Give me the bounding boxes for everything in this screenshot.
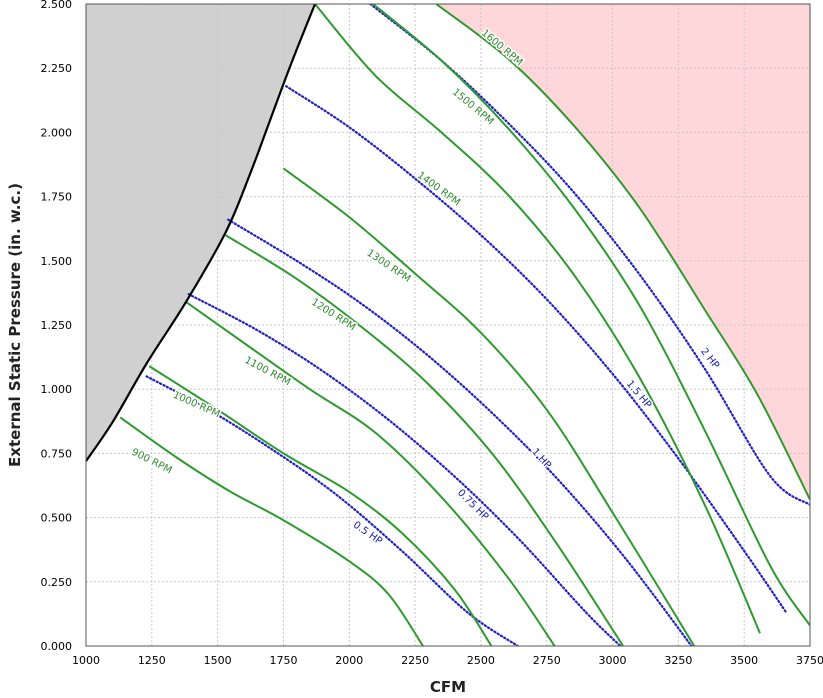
x-tick-label: 1000 <box>72 654 100 667</box>
y-tick-label: 1.500 <box>41 255 73 268</box>
y-tick-label: 0.500 <box>41 512 73 525</box>
stall-region <box>86 4 315 461</box>
hp-curve-label: 0.5 HP <box>351 520 384 548</box>
x-tick-label: 2750 <box>533 654 561 667</box>
hp-line-0-75-hp <box>189 294 621 646</box>
x-tick-label: 3000 <box>599 654 627 667</box>
x-axis-title: CFM <box>430 678 466 696</box>
x-tick-label: 1250 <box>138 654 166 667</box>
hp-line-0-5-hp <box>147 376 518 646</box>
rpm-curve-label: 1300 RPM <box>365 248 413 285</box>
x-tick-label: 3250 <box>664 654 692 667</box>
hp-curve-label: 1 HP <box>529 447 553 472</box>
rpm-curve-label: 1200 RPM <box>309 297 357 334</box>
y-tick-label: 1.750 <box>41 191 73 204</box>
hp-curve-label: 2 HP <box>698 346 721 371</box>
x-tick-label: 3500 <box>730 654 758 667</box>
y-tick-label: 2.250 <box>41 62 73 75</box>
y-tick-label: 0.250 <box>41 576 73 589</box>
x-tick-label: 2250 <box>401 654 429 667</box>
y-tick-labels: 0.000 0.250 0.500 0.750 1.000 1.250 1.500 1.750… <box>41 0 73 653</box>
x-tick-label: 2000 <box>335 654 363 667</box>
x-tick-label: 1750 <box>269 654 297 667</box>
rpm-curve-label: 1400 RPM <box>415 170 462 208</box>
y-tick-label: 1.250 <box>41 319 73 332</box>
rpm-line-1300-rpm <box>284 168 695 646</box>
rpm-line-1200-rpm <box>226 235 624 646</box>
y-tick-label: 0.000 <box>41 640 73 653</box>
y-axis-title: External Static Pressure (in. w.c.) <box>6 183 24 467</box>
rpm-line-900-rpm <box>120 417 423 646</box>
y-tick-label: 0.750 <box>41 447 73 460</box>
y-tick-label: 2.500 <box>41 0 73 11</box>
y-tick-label: 1.000 <box>41 383 73 396</box>
x-tick-label: 1500 <box>204 654 232 667</box>
x-tick-labels: 1000 1250 1500 1750 2000 2250 2500 2750 3000 3250… <box>72 654 823 667</box>
x-tick-label: 3750 <box>796 654 823 667</box>
x-tick-label: 2500 <box>467 654 495 667</box>
rpm-curve-label: 1000 RPM <box>171 390 221 420</box>
y-tick-label: 2.000 <box>41 126 73 139</box>
